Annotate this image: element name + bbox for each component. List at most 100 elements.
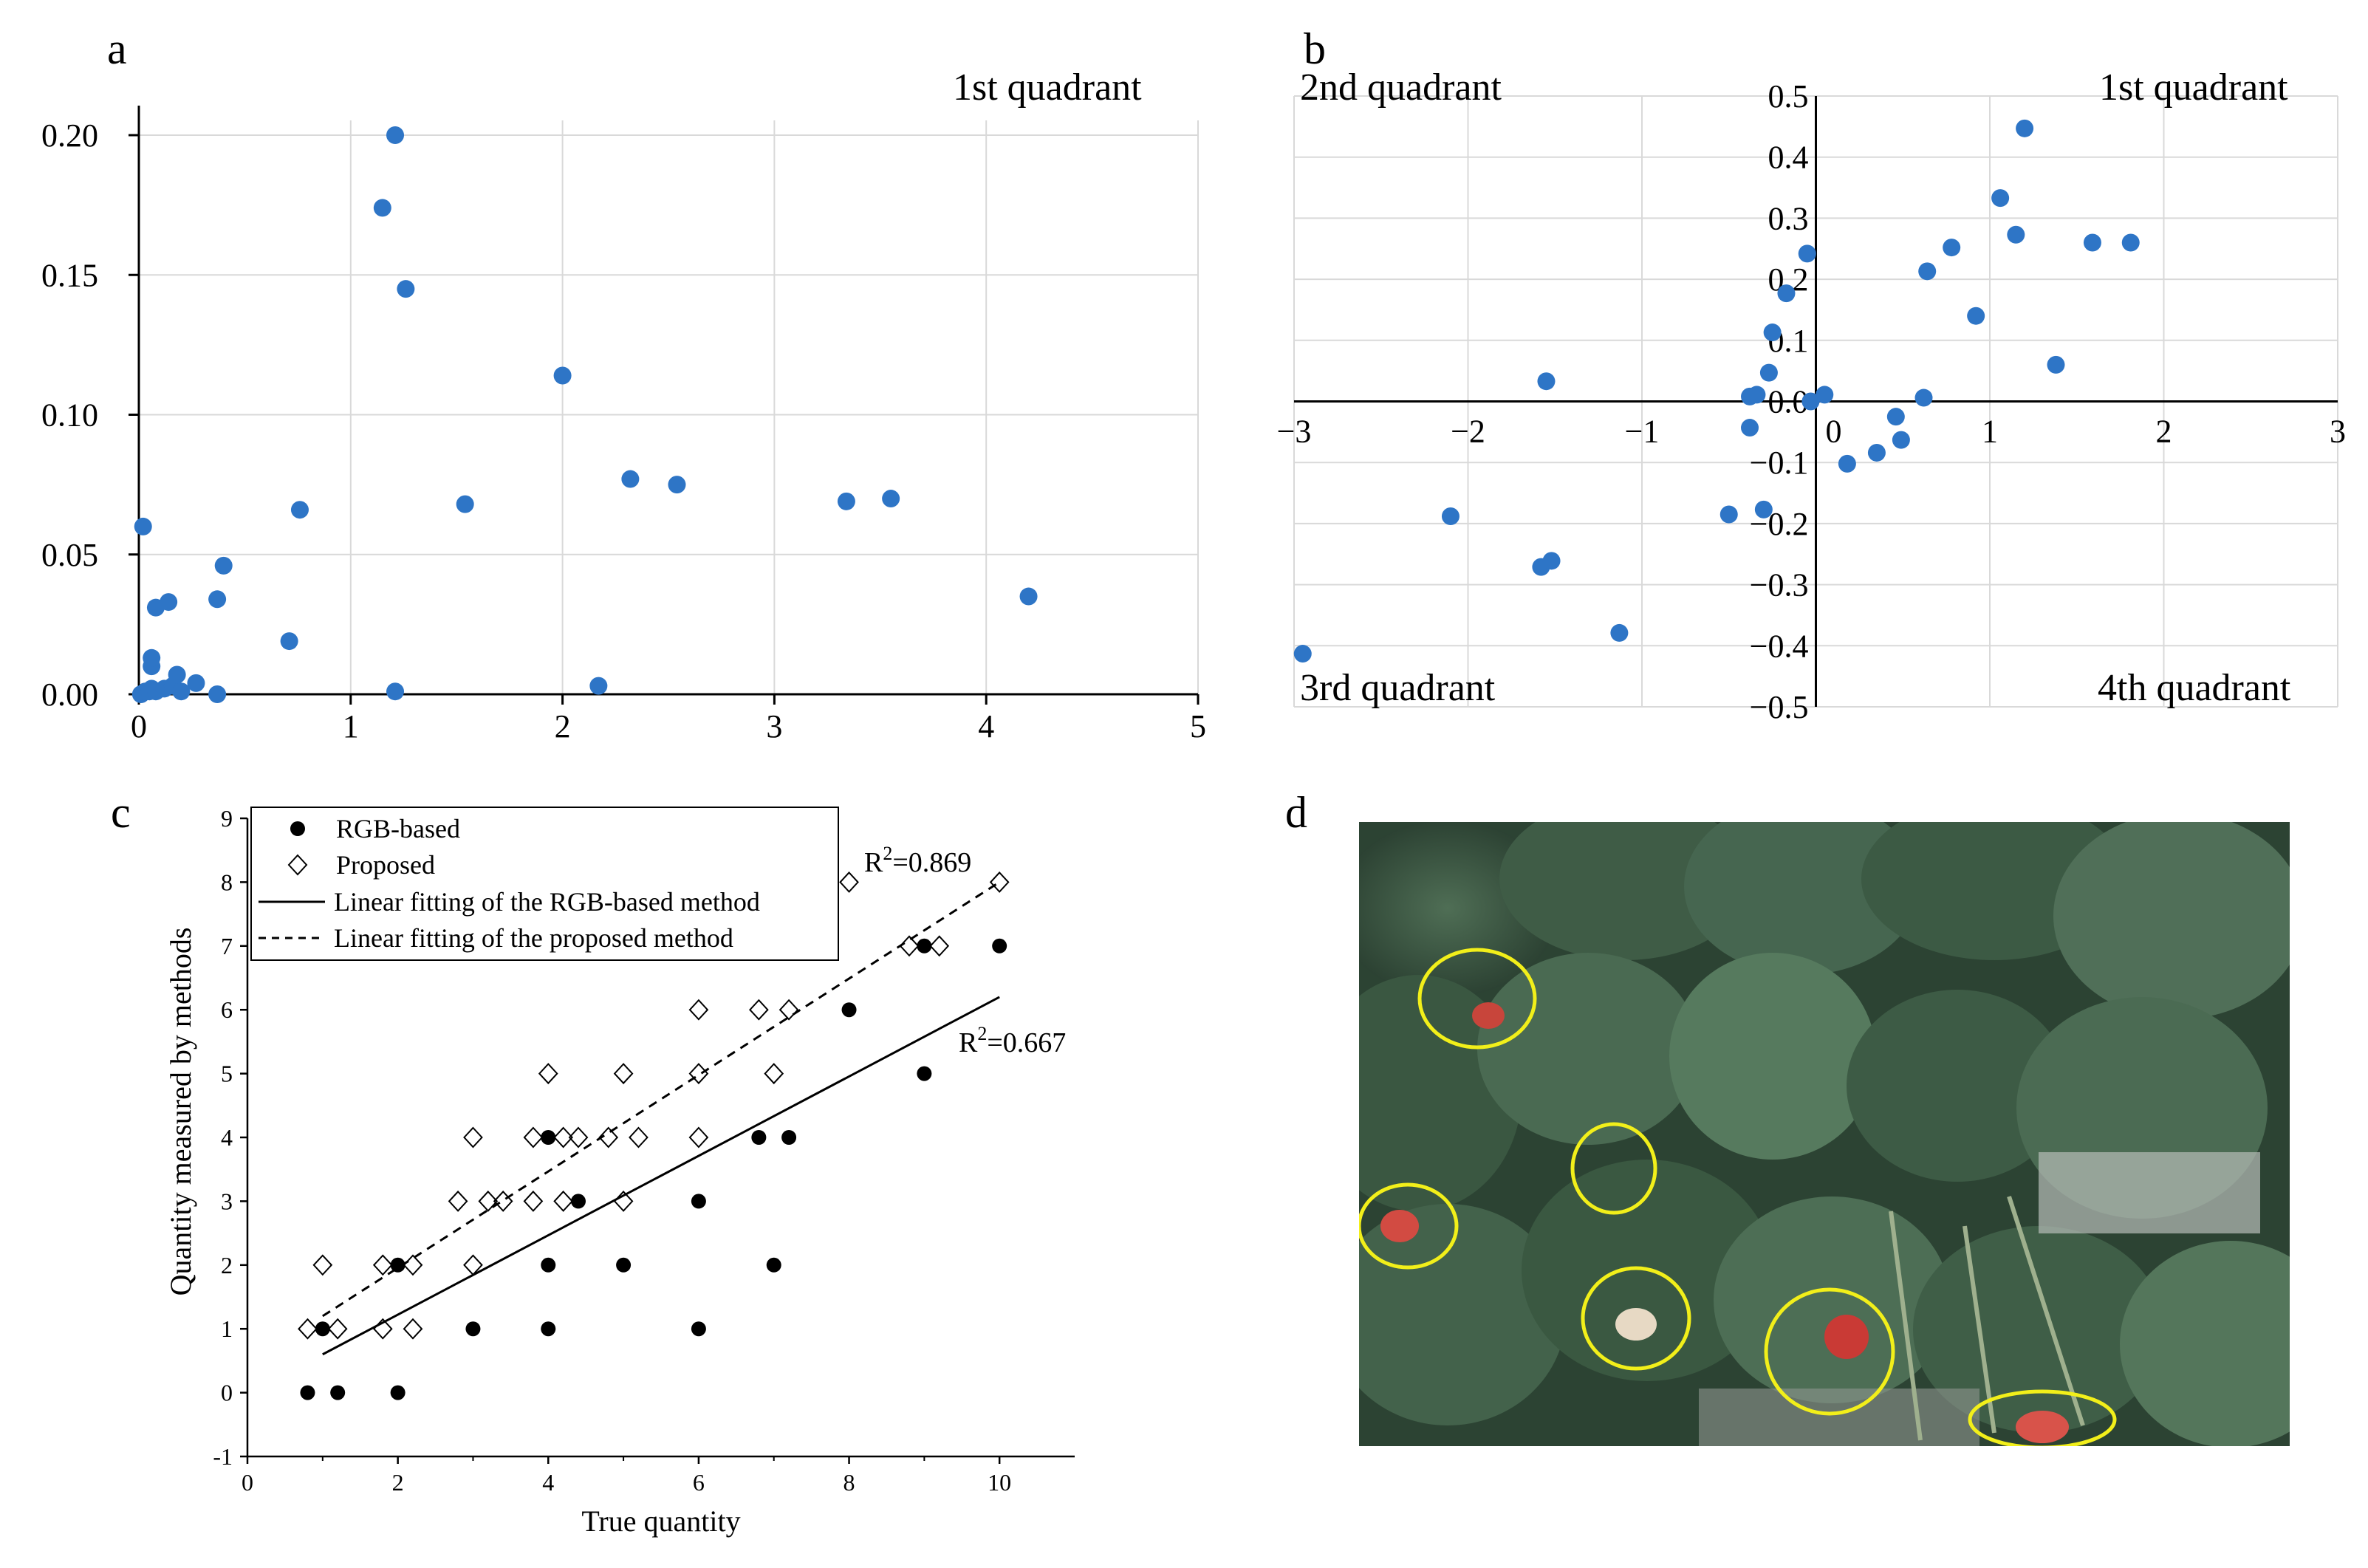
data-point bbox=[386, 682, 405, 701]
data-point bbox=[214, 556, 233, 575]
point-proposed bbox=[312, 1254, 333, 1276]
data-point bbox=[373, 199, 391, 217]
x-tick-label: 0 bbox=[1826, 414, 1842, 450]
chart-b-ticks: −3 −2 −1 0 1 2 30.50.40.30.20.10.0−0.1−0.2−0.3… bbox=[1277, 78, 2346, 725]
quadrant-label-1st-b: 1st quadrant bbox=[2099, 66, 2288, 109]
y-tick-label: 1 bbox=[221, 1315, 233, 1342]
quadrant-label-3rd: 3rd quadrant bbox=[1300, 667, 1496, 709]
y-tick-label: −0.3 bbox=[1750, 567, 1809, 603]
panel-label-a: a bbox=[107, 24, 127, 73]
data-point bbox=[172, 682, 191, 701]
point-rgb bbox=[571, 1194, 586, 1209]
x-tick-label: 0 bbox=[242, 1469, 253, 1496]
y-tick-label: 0 bbox=[221, 1380, 233, 1406]
data-point bbox=[1867, 443, 1886, 462]
point-proposed bbox=[553, 1126, 573, 1148]
data-point bbox=[1748, 386, 1766, 404]
point-rgb bbox=[751, 1130, 767, 1145]
point-rgb bbox=[917, 1066, 932, 1081]
data-point bbox=[1801, 392, 1820, 411]
leaf-foliage bbox=[1359, 822, 2290, 1446]
point-rgb bbox=[917, 938, 932, 954]
quadrant-label-2nd: 2nd quadrant bbox=[1300, 66, 1502, 109]
x-tick-label: 3 bbox=[766, 708, 782, 744]
y-tick-label: 7 bbox=[221, 933, 233, 959]
data-point bbox=[1886, 408, 1905, 426]
point-proposed bbox=[613, 1063, 634, 1085]
data-point bbox=[143, 648, 161, 667]
data-point bbox=[621, 470, 640, 488]
fit-line bbox=[322, 881, 1000, 1318]
data-point bbox=[553, 366, 572, 385]
x-tick-label: −2 bbox=[1451, 414, 1485, 450]
x-tick-label: 2 bbox=[2156, 414, 2172, 450]
x-tick-label: 0 bbox=[131, 708, 147, 744]
data-point bbox=[1991, 189, 2010, 208]
y-tick-label: 4 bbox=[221, 1124, 233, 1151]
chart-a-ticks: 0 1 2 3 4 5 0.00 0.05 0.10 0.15 0.20 bbox=[41, 117, 1206, 744]
point-rgb bbox=[541, 1321, 556, 1337]
x-tick-label: 6 bbox=[693, 1469, 705, 1496]
chart-a-axes bbox=[129, 106, 1200, 705]
y-tick-label: 6 bbox=[221, 996, 233, 1023]
data-point bbox=[290, 501, 309, 519]
legend: RGB-based Proposed Linear fitting of the… bbox=[250, 807, 839, 961]
point-proposed bbox=[463, 1254, 483, 1276]
x-tick-label: 8 bbox=[843, 1469, 855, 1496]
chart-b-points bbox=[1293, 119, 2140, 663]
point-proposed bbox=[372, 1318, 393, 1340]
point-proposed bbox=[598, 1126, 619, 1148]
point-proposed bbox=[553, 1190, 573, 1212]
point-proposed bbox=[403, 1318, 423, 1340]
y-tick-label: 9 bbox=[221, 805, 233, 832]
legend-label-rgb: RGB-based bbox=[336, 814, 460, 843]
y-tick-label: 0.20 bbox=[41, 117, 98, 154]
point-rgb bbox=[330, 1385, 346, 1400]
data-point bbox=[397, 280, 415, 298]
data-point bbox=[187, 674, 205, 692]
point-proposed bbox=[779, 999, 799, 1021]
data-point bbox=[160, 593, 178, 612]
x-tick-label: 4 bbox=[978, 708, 994, 744]
data-point bbox=[589, 677, 608, 695]
point-proposed bbox=[629, 1126, 649, 1148]
point-proposed bbox=[748, 999, 769, 1021]
detection-circles bbox=[1359, 948, 2117, 1446]
point-rgb bbox=[992, 938, 1007, 954]
point-rgb bbox=[390, 1257, 405, 1273]
point-proposed bbox=[523, 1190, 544, 1212]
data-point bbox=[1542, 552, 1561, 570]
x-tick-label: 4 bbox=[542, 1469, 554, 1496]
y-axis-title: Quantity measured by methods bbox=[164, 928, 197, 1296]
y-tick-label: 5 bbox=[221, 1061, 233, 1087]
point-proposed bbox=[448, 1190, 468, 1212]
data-point bbox=[1719, 505, 1738, 524]
data-point bbox=[1798, 244, 1816, 263]
y-tick-label: 0.10 bbox=[41, 397, 98, 434]
panel-label-c: c bbox=[111, 788, 131, 837]
point-proposed bbox=[538, 1063, 558, 1085]
x-tick-label: 5 bbox=[1190, 708, 1206, 744]
y-tick-label: 3 bbox=[221, 1188, 233, 1214]
y-tick-label: −0.5 bbox=[1750, 689, 1809, 725]
data-point bbox=[1943, 239, 1961, 257]
y-tick-label: -1 bbox=[213, 1443, 233, 1470]
point-proposed bbox=[568, 1126, 589, 1148]
y-tick-label: −0.1 bbox=[1750, 445, 1809, 481]
data-point bbox=[208, 590, 227, 609]
data-point bbox=[882, 490, 900, 508]
data-point bbox=[280, 632, 298, 651]
point-rgb bbox=[766, 1257, 781, 1273]
legend-label-proposed: Proposed bbox=[336, 850, 435, 880]
x-tick-label: −1 bbox=[1625, 414, 1660, 450]
point-rgb bbox=[390, 1385, 405, 1400]
point-rgb bbox=[616, 1257, 632, 1273]
point-proposed bbox=[403, 1254, 423, 1276]
chart-a: 0 1 2 3 4 5 0.00 0.05 0.10 0.15 0.20 1st quadrant bbox=[41, 66, 1206, 744]
y-tick-label: −0.4 bbox=[1750, 628, 1809, 664]
data-point bbox=[1892, 431, 1910, 449]
chart-a-points bbox=[131, 126, 1038, 703]
data-point bbox=[208, 685, 227, 703]
data-point bbox=[386, 126, 405, 144]
